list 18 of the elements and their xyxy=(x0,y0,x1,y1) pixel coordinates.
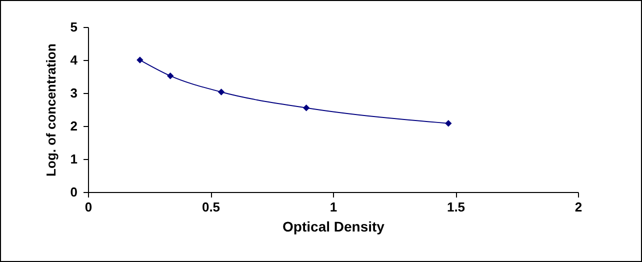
x-tick-label: 2 xyxy=(574,200,582,214)
point xyxy=(166,72,174,80)
y-tick-label: 1 xyxy=(70,152,78,166)
x-tick-label: 1 xyxy=(330,200,338,214)
x-tick-label: 1.5 xyxy=(446,200,466,214)
y-tick-label: 5 xyxy=(70,20,78,34)
point xyxy=(445,120,452,127)
x-axis-title: Optical Density xyxy=(282,218,385,234)
point xyxy=(218,88,225,96)
y-axis-title: Log. of concentration xyxy=(43,44,58,176)
y-tick-label: 2 xyxy=(70,118,78,134)
y-tick-label: 4 xyxy=(70,52,78,68)
x-tick-label: 0.5 xyxy=(202,200,220,214)
y-tick-label: 0 xyxy=(70,184,78,200)
x-tick-label: 0 xyxy=(84,200,92,214)
point xyxy=(136,56,144,64)
point xyxy=(302,104,310,112)
y-tick-label: 3 xyxy=(70,86,78,100)
